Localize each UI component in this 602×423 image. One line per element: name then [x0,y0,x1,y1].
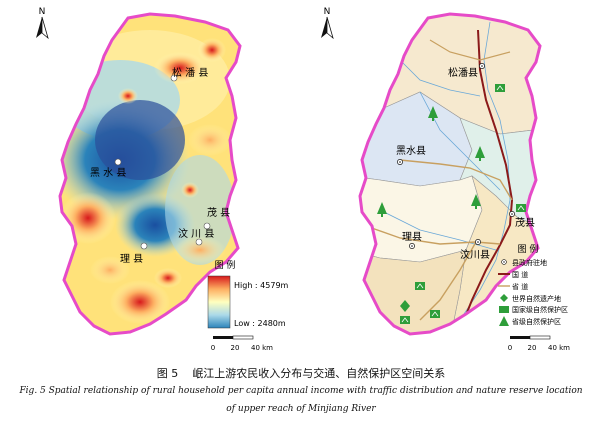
legend-low-label: Low : 2480m [234,319,286,328]
county-label-songpan: 松潘县 [448,66,478,79]
svg-text:20: 20 [528,344,537,352]
provincial-reserve-icon [471,194,481,209]
county-seat-markers [114,74,211,250]
traffic-reserve-map: N [321,7,570,352]
svg-text:20: 20 [231,344,240,352]
county-label-heishui: 黑水县 [396,145,426,157]
svg-text:国 道: 国 道 [512,270,528,279]
county-label-wenchuan: 汶川县 [460,248,490,261]
svg-text:40 km: 40 km [251,344,273,352]
county-label-songpan: 松 潘 县 [172,66,208,79]
world-heritage-icon [500,294,508,302]
svg-text:40 km: 40 km [548,344,570,352]
svg-text:省级自然保护区: 省级自然保护区 [512,317,561,326]
county-label-lixian: 理县 [402,231,422,243]
legend-title: 图 例 [215,259,236,271]
figure-caption-chinese: 图 5 岷江上游农民收入分布与交通、自然保护区空间关系 [0,365,602,381]
roads [365,29,514,331]
world-heritage-icon [400,300,410,312]
provincial-reserve-icon [428,106,438,121]
scale-bar: 0 20 40 km [211,335,273,352]
county-label-maoxian: 茂县 [515,216,535,229]
provincial-reserve-icon [377,202,387,217]
county-label-lixian: 理 县 [120,253,143,265]
county-seat-markers [397,63,515,249]
svg-text:省 道: 省 道 [512,282,528,291]
svg-text:0: 0 [508,344,512,352]
north-arrow-icon: N [321,7,334,40]
county-label-heishui: 黑 水 县 [90,167,126,179]
figure-caption-english-line2: of upper reach of Minjiang River [226,404,376,414]
national-reserve-icon [430,310,440,318]
national-reserve-icon [516,204,526,212]
national-reserve-icon [415,282,425,290]
national-reserve-icon [495,84,505,92]
income-legend: 图 例 High : 4579m Low : 2480m [207,259,289,329]
map-legend: 图 例 县政府驻地 国 道 省 道 世界自然遗产地 国家级自然保护区 省级自然保… [498,243,568,326]
figure-title-chinese: 岷江上游农民收入分布与交通、自然保护区空间关系 [192,367,446,380]
national-reserve-icon [499,306,509,313]
svg-text:县政府驻地: 县政府驻地 [512,258,547,267]
legend-high-label: High : 4579m [234,281,289,290]
figure-caption-english-line1: Fig. 5 Spatial relationship of rural hou… [19,386,583,396]
county-label-maoxian: 茂 县 [207,206,230,219]
north-arrow-icon: N [36,7,49,40]
income-map: N 松 潘 县 黑 水 县 茂 县 汶 川 县 理 县 图 例 [36,7,289,352]
provincial-reserve-icon [499,316,509,326]
county-label-wenchuan: 汶 川 县 [178,227,214,240]
provincial-road [399,159,513,201]
provincial-reserve-icon [475,146,485,161]
legend-color-ramp [207,275,231,329]
north-label: N [39,7,46,17]
svg-text:0: 0 [211,344,215,352]
svg-text:世界自然遗产地: 世界自然遗产地 [512,294,561,303]
svg-text:国家级自然保护区: 国家级自然保护区 [512,305,568,314]
rivers [379,21,511,321]
legend-title: 图 例 [518,243,539,255]
national-reserve-icon [400,316,410,324]
reserve-markers [377,84,526,324]
north-label: N [324,7,331,17]
figure-number: 图 5 [156,367,179,380]
scale-bar: 0 20 40 km [508,335,570,352]
